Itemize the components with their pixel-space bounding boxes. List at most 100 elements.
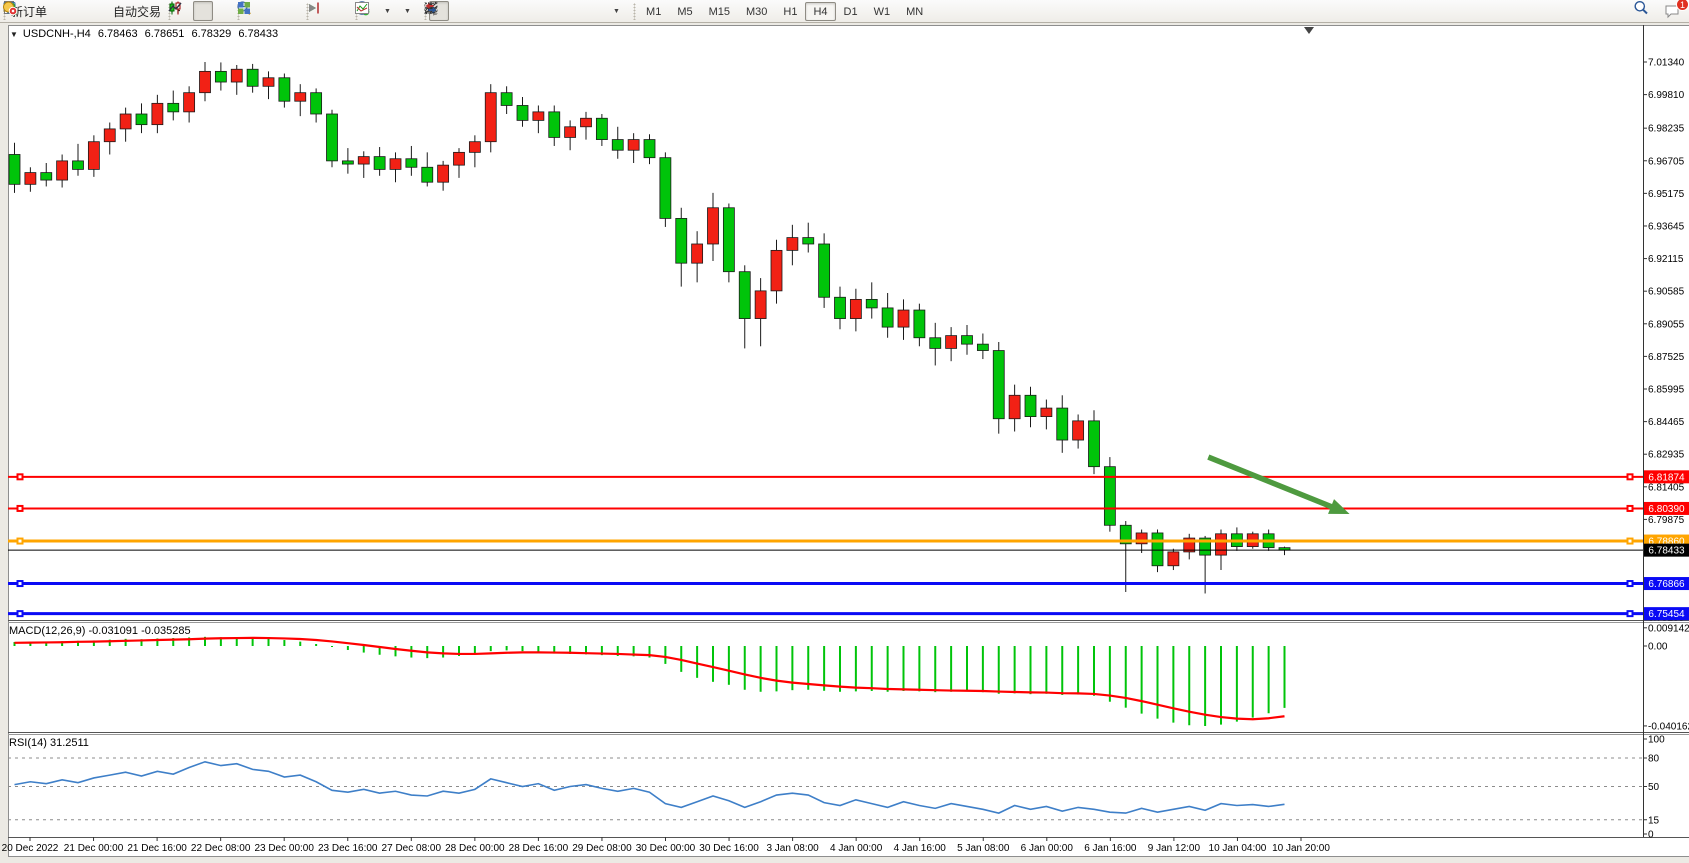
rsi-axis[interactable]: 100 80 50 15 0 bbox=[1643, 735, 1665, 841]
timeframe-m5-button[interactable]: M5 bbox=[677, 5, 693, 18]
search-button[interactable] bbox=[1633, 1, 1653, 22]
timeframe-w1-button[interactable]: W1 bbox=[873, 5, 891, 18]
candle-body bbox=[341, 160, 354, 165]
line-handle-dot bbox=[18, 539, 22, 543]
candle-body bbox=[1008, 394, 1021, 420]
price-tick-label: 6.82935 bbox=[1648, 450, 1685, 461]
timeframe-mn-button[interactable]: MN bbox=[906, 5, 924, 18]
toolbar-vertical-line-tool-button[interactable] bbox=[430, 1, 489, 21]
candle-body bbox=[564, 126, 577, 138]
trend-arrow-annotation[interactable] bbox=[1207, 454, 1350, 514]
price-tick-label: 6.93645 bbox=[1648, 221, 1685, 232]
time-tick-label: 3 Jan 08:00 bbox=[766, 843, 819, 854]
toolbar-group bbox=[167, 0, 236, 23]
macd-axis[interactable]: 0.009142 0.00 -0.040162 bbox=[1643, 623, 1689, 732]
toolbar-group: 新订单 自动交易 bbox=[2, 0, 167, 23]
timeframe-m30-button[interactable]: M30 bbox=[746, 5, 768, 18]
rsi-tick-label: 15 bbox=[1648, 815, 1660, 826]
candle-body bbox=[72, 160, 84, 170]
toolbar-period-presets-button[interactable]: ▼ bbox=[355, 0, 400, 21]
time-tick-label: 6 Jan 16:00 bbox=[1084, 843, 1137, 854]
candle-body bbox=[151, 102, 164, 126]
candle-body bbox=[1199, 537, 1212, 556]
candle-body bbox=[453, 151, 465, 166]
line-handle-dot bbox=[1628, 582, 1632, 586]
candle-body bbox=[1024, 394, 1037, 417]
chart-symbol-period: USDCNH-,H4 bbox=[22, 28, 91, 40]
toolbar-text-label-tool-button[interactable]: T bbox=[424, 1, 609, 21]
indicator-icon bbox=[355, 1, 370, 14]
time-tick-label: 21 Dec 00:00 bbox=[64, 843, 124, 854]
ohlc-open: 6.78463 bbox=[97, 28, 138, 40]
line-handle-dot bbox=[18, 506, 22, 510]
arrows-icon bbox=[425, 2, 437, 13]
macd-pane bbox=[13, 636, 1286, 726]
toolbar-text-tool-button[interactable]: A bbox=[427, 1, 589, 21]
line-handle-dot bbox=[1628, 475, 1632, 479]
timeframe-m1-button[interactable]: M1 bbox=[646, 5, 662, 18]
candle-body bbox=[421, 166, 434, 183]
macd-tick-label: 0.00 bbox=[1648, 642, 1668, 653]
toolbar-horizontal-line-tool-button[interactable] bbox=[425, 1, 509, 21]
toolbar-auto-trading-button[interactable]: 自动交易 bbox=[3, 1, 164, 21]
price-tick-label: 6.87525 bbox=[1648, 352, 1685, 363]
price-tick-label: 6.96705 bbox=[1648, 156, 1685, 167]
chart-window-title: ▼ USDCNH-,H4 6.78463 6.78651 6.78329 6.78… bbox=[10, 28, 282, 40]
candle-body bbox=[373, 156, 386, 170]
candle-body bbox=[707, 207, 719, 245]
toolbar-gold-deposit-button[interactable] bbox=[3, 1, 70, 21]
candle-body bbox=[262, 77, 275, 87]
price-tick-label: 6.92115 bbox=[1648, 254, 1684, 265]
candle-body bbox=[500, 92, 513, 106]
price-tick-label: 6.89055 bbox=[1648, 319, 1685, 330]
toolbar-line-chart-mode-button[interactable] bbox=[168, 1, 233, 21]
rsi-pane bbox=[8, 757, 1643, 821]
time-tick-label: 6 Jan 00:00 bbox=[1021, 843, 1074, 854]
toolbar-tile-windows-button[interactable] bbox=[238, 1, 302, 21]
toolbar-equidistant-channel-tool-button[interactable]: E bbox=[424, 1, 549, 21]
toolbar-signals-button[interactable] bbox=[6, 1, 110, 21]
candle-body bbox=[8, 154, 21, 185]
candle-body bbox=[40, 172, 53, 181]
linechart-icon bbox=[168, 2, 182, 11]
timeframe-m15-button[interactable]: M15 bbox=[708, 5, 730, 18]
candle-body bbox=[1183, 537, 1196, 553]
toolbar-zoom-out-button[interactable] bbox=[237, 1, 282, 21]
rsi-tick-label: 100 bbox=[1648, 735, 1665, 746]
svg-text:A: A bbox=[427, 1, 435, 15]
toolbar-trendline-tool-button[interactable] bbox=[424, 1, 529, 21]
candle-body bbox=[1072, 420, 1085, 441]
time-axis[interactable]: 20 Dec 2022 21 Dec 00:00 21 Dec 16:00 22 De… bbox=[2, 837, 1331, 854]
one-click-trading-expander-icon[interactable]: ▼ bbox=[10, 30, 18, 39]
candle-body bbox=[389, 158, 402, 170]
timeframe-h4-button[interactable]: H4 bbox=[805, 1, 836, 21]
macd-signal-line bbox=[14, 636, 1285, 721]
toolbar-fibonacci-tool-button[interactable]: F bbox=[425, 1, 569, 21]
candle-body bbox=[580, 117, 592, 128]
price-tick-label: 6.79875 bbox=[1648, 515, 1685, 526]
price-line-label: 6.78433 bbox=[1648, 546, 1685, 557]
candle-body bbox=[627, 139, 640, 151]
toolbar-crosshair-tool-button[interactable] bbox=[425, 1, 469, 21]
candle-body bbox=[484, 92, 497, 143]
rsi-tick-label: 50 bbox=[1648, 782, 1660, 793]
time-tick-label: 4 Jan 00:00 bbox=[830, 843, 883, 854]
timeframe-h1-button[interactable]: H1 bbox=[783, 5, 798, 18]
toolbar-arrows-tool-button[interactable]: ▼ bbox=[425, 1, 629, 21]
toolbar-candlestick-mode-button[interactable] bbox=[169, 1, 214, 21]
candle-body bbox=[230, 68, 243, 83]
toolbar-publish-chart-button[interactable] bbox=[3, 1, 90, 21]
toolbar-timeframes-group: M1 M5 M15 M30 H1 H4 D1 W1 MN bbox=[632, 0, 934, 23]
candle-body bbox=[1088, 420, 1100, 468]
timeframe-d1-button[interactable]: D1 bbox=[843, 5, 858, 18]
toolbar-chart-shift-button[interactable] bbox=[309, 1, 351, 21]
toolbar-indicators-list-button[interactable]: ▼ bbox=[355, 1, 420, 21]
notifications-chat-button[interactable]: 1 bbox=[1663, 0, 1689, 22]
price-tick-label: 6.95175 bbox=[1648, 189, 1685, 200]
svg-text:T: T bbox=[429, 3, 435, 13]
chart-shift-marker-icon[interactable] bbox=[1304, 27, 1314, 34]
rsi-tick-label: 80 bbox=[1648, 754, 1660, 765]
price-line-label: 6.78860 bbox=[1648, 537, 1685, 548]
